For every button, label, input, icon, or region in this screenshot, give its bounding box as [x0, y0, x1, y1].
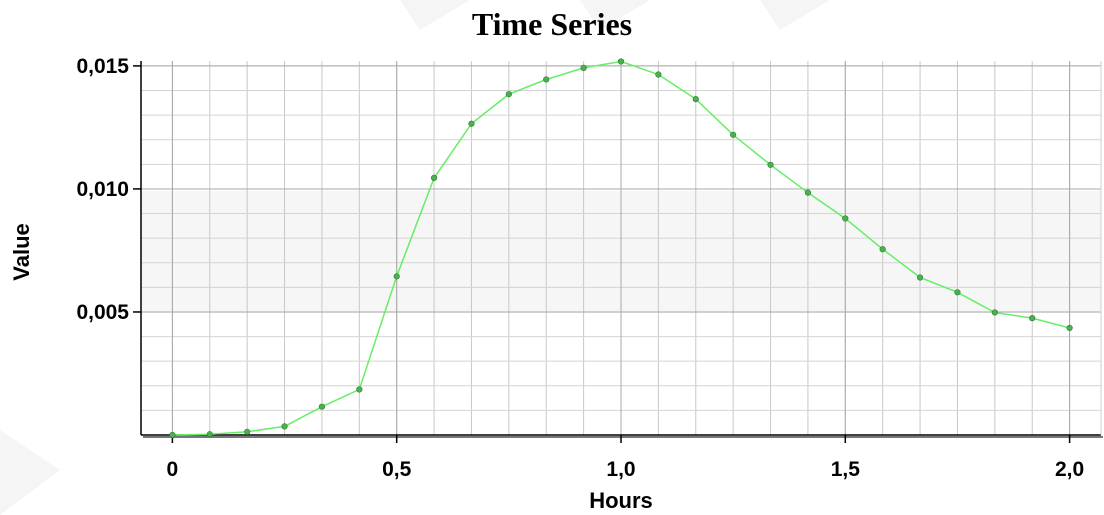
x-tick-label: 2,0: [1055, 458, 1084, 481]
x-tick-labels: 0 0,5 1,0 1,5 2,0: [167, 458, 1085, 481]
data-point: [954, 289, 961, 296]
series-layer: [169, 58, 1073, 439]
data-point: [281, 423, 288, 430]
data-point: [505, 91, 512, 98]
x-tick-label: 1,5: [831, 458, 861, 481]
data-point: [318, 403, 326, 410]
y-tick-label: 0,010: [76, 178, 129, 201]
data-point: [1066, 324, 1073, 332]
y-axis-title: Value: [9, 223, 34, 280]
data-point: [393, 273, 400, 280]
data-point: [655, 71, 662, 78]
data-point: [169, 431, 176, 439]
y-tick-label: 0,015: [76, 55, 129, 78]
data-point: [244, 428, 251, 435]
data-point: [1029, 315, 1036, 322]
x-axis-title: Hours: [589, 488, 653, 513]
axes: [133, 61, 1103, 443]
data-point: [879, 246, 886, 253]
data-point: [767, 161, 774, 168]
y-tick-label: 0,005: [76, 301, 129, 324]
chart-title: Time Series: [471, 6, 633, 42]
data-point: [468, 120, 475, 127]
x-tick-label: 0: [167, 458, 179, 481]
data-point: [543, 76, 550, 83]
y-tick-labels: 0,005 0,010 0,015: [76, 55, 129, 324]
data-point: [916, 274, 924, 281]
x-tick-label: 0,5: [382, 458, 412, 481]
data-point: [206, 431, 213, 438]
data-point: [692, 96, 699, 103]
data-point: [804, 189, 812, 196]
grid-major: [141, 61, 1101, 435]
data-point: [730, 131, 737, 138]
data-point: [356, 386, 363, 393]
data-point: [617, 58, 625, 65]
data-point: [991, 309, 998, 316]
x-tick-label: 1,0: [606, 458, 635, 481]
data-point: [430, 174, 438, 181]
data-point: [580, 64, 587, 71]
data-point: [842, 215, 849, 222]
